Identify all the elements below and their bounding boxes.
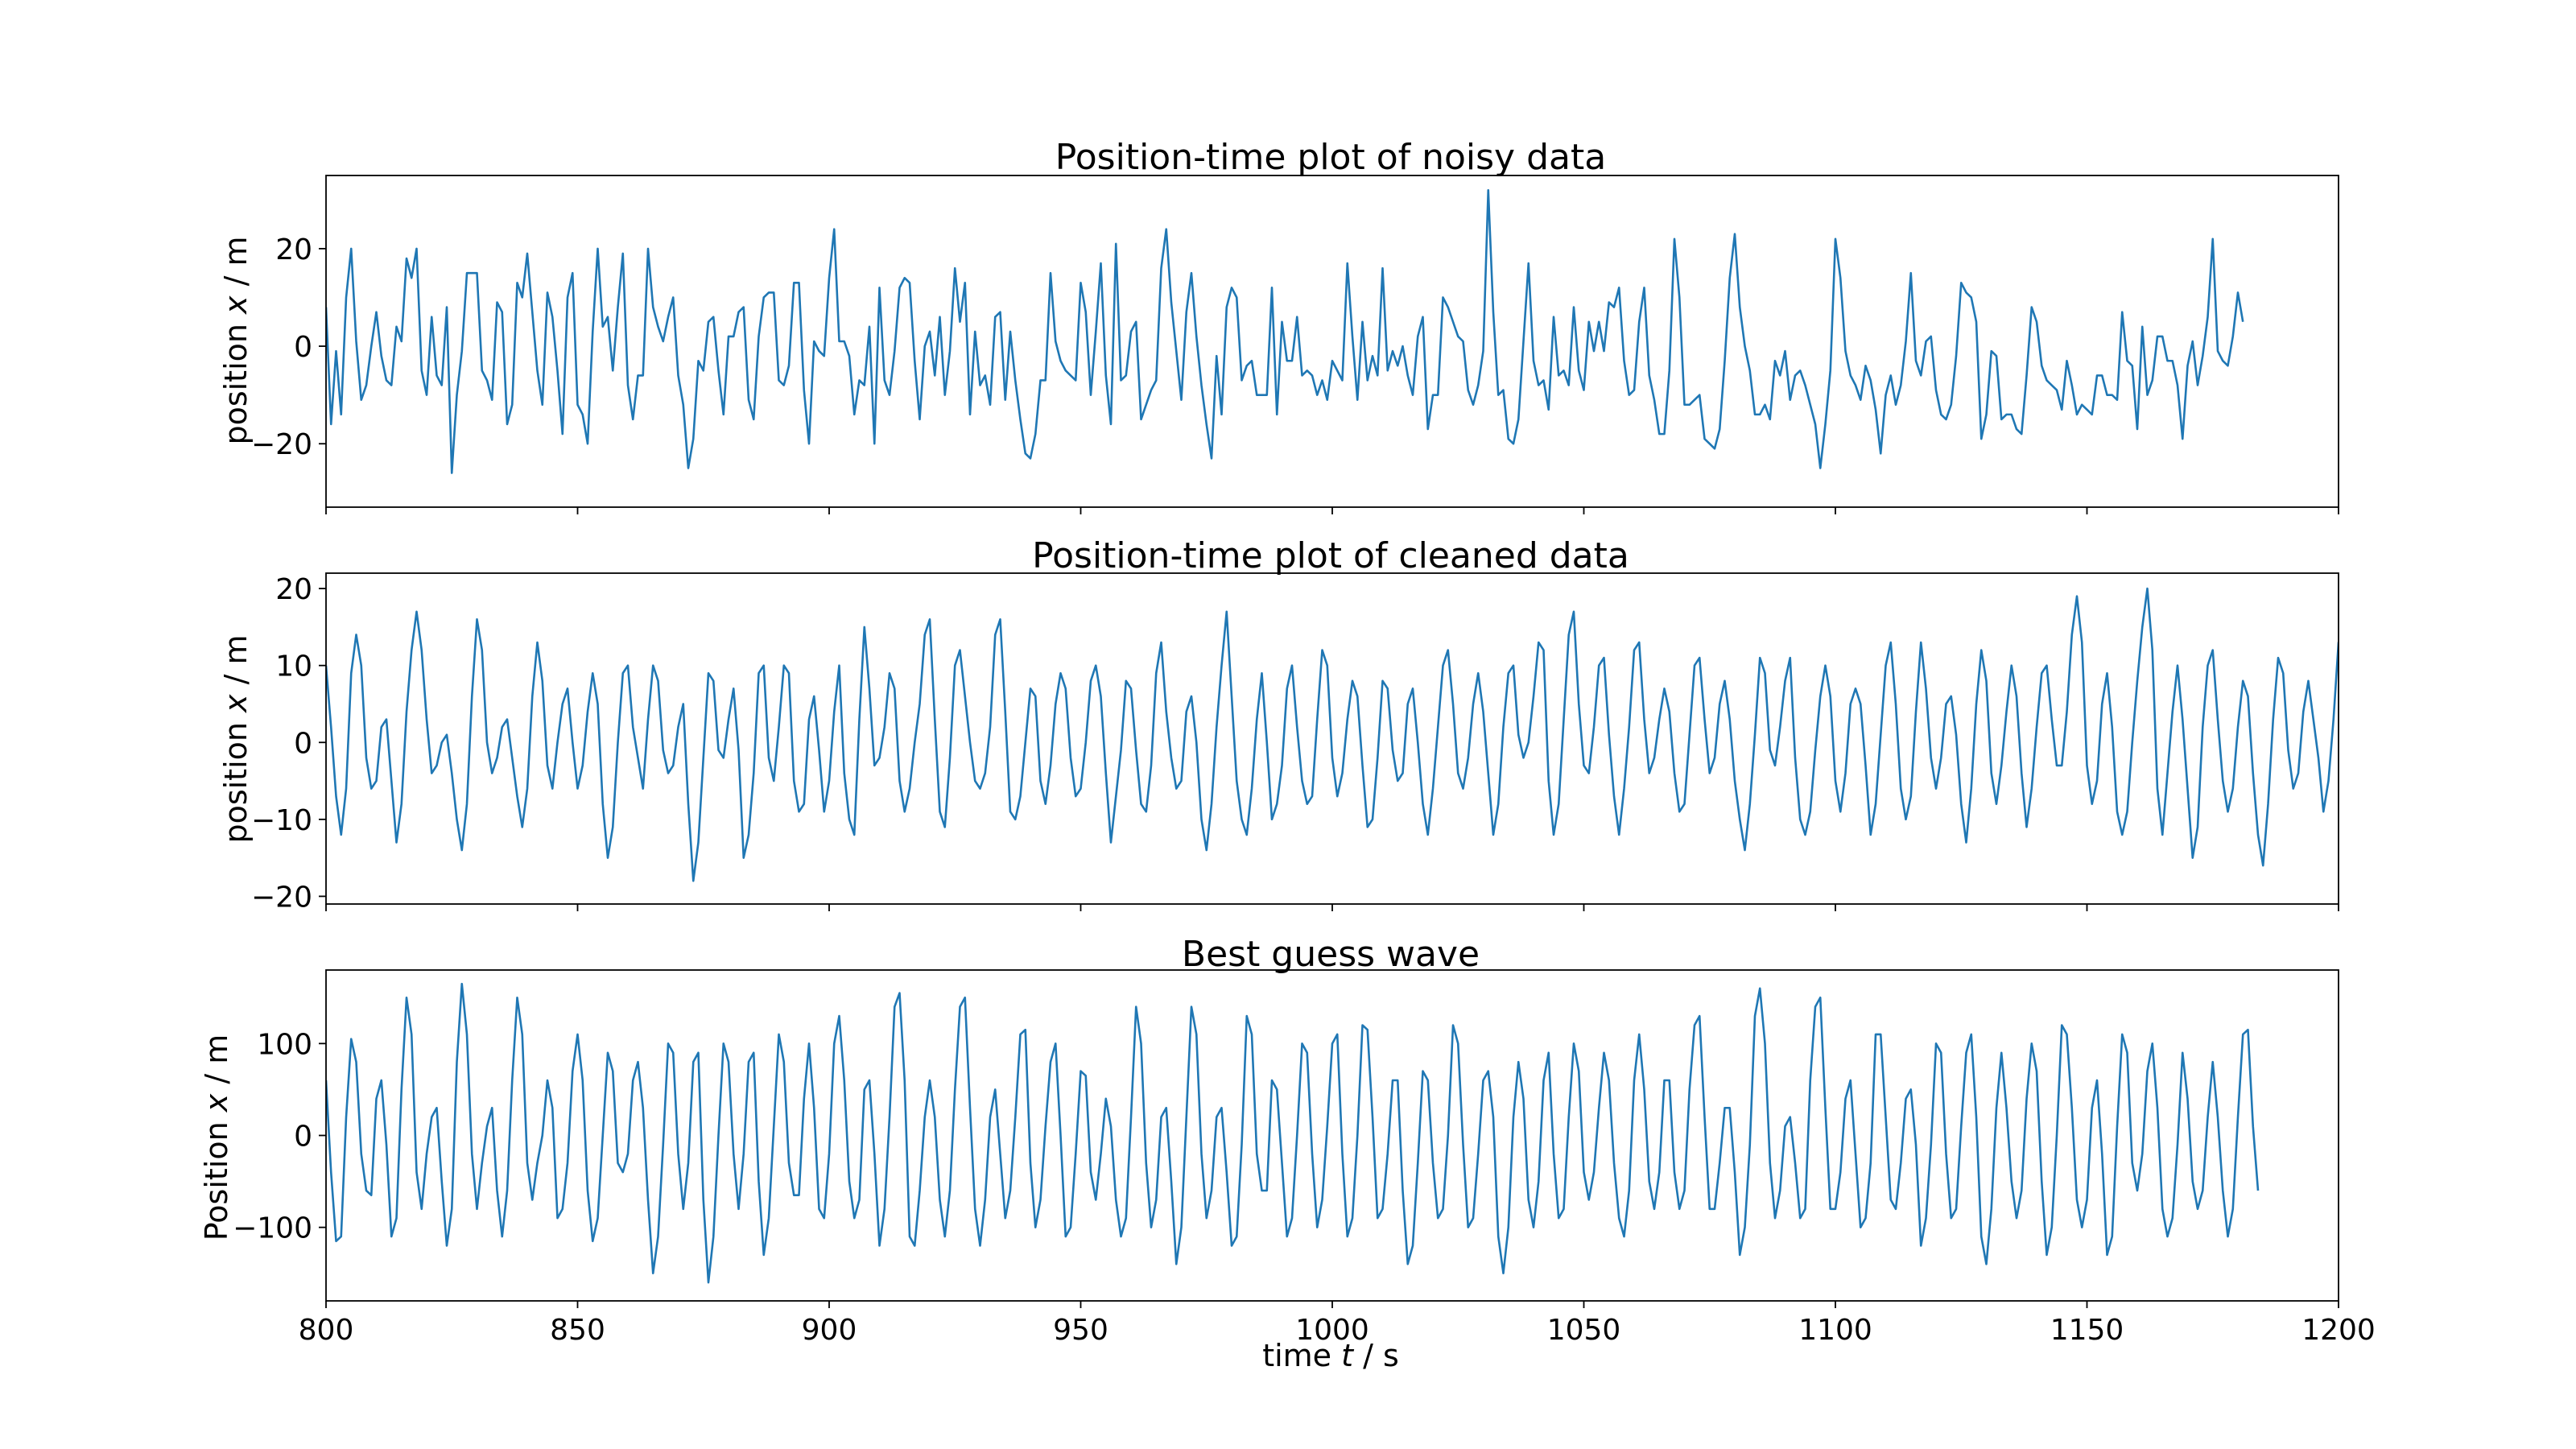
x-tick-label: 1050	[1547, 1314, 1621, 1347]
y-tick-label: 0	[294, 1121, 312, 1154]
x-tick-label: 1200	[2301, 1314, 2376, 1347]
x-tick-label: 900	[802, 1314, 857, 1347]
x-tick-label: 950	[1053, 1314, 1108, 1347]
series-line	[326, 982, 2260, 1284]
y-tick-label: 20	[275, 233, 312, 266]
plot-area: 20 0 −20	[251, 175, 2339, 514]
chart-best-guess-wave: Best guess wave Position x / m 1000−1008…	[199, 934, 2376, 1373]
y-tick-label: −20	[251, 428, 312, 461]
y-tick-label: 100	[257, 1028, 312, 1061]
x-tick-label: 800	[299, 1314, 354, 1347]
y-tick-label: 0	[294, 331, 312, 364]
x-tick-label: 1000	[1295, 1314, 1369, 1347]
y-tick-label: 10	[275, 650, 312, 683]
chart-cleaned-data: Position-time plot of cleaned data posit…	[218, 535, 2339, 914]
x-tick-label: 1100	[1798, 1314, 1872, 1347]
y-axis-label: position x / m	[218, 634, 254, 843]
chart-title: Position-time plot of cleaned data	[1032, 535, 1629, 576]
x-tick-label: 850	[550, 1314, 605, 1347]
chart-title: Best guess wave	[1182, 934, 1480, 975]
y-tick-label: −100	[233, 1212, 312, 1245]
plot-area: 20 10 0 −10 −20	[251, 572, 2339, 914]
series-line	[326, 188, 2244, 474]
x-tick-label: 1150	[2050, 1314, 2124, 1347]
y-tick-label: 20	[275, 573, 312, 606]
x-axis-label: time t / s	[1262, 1338, 1399, 1373]
y-tick-label: −20	[251, 881, 312, 914]
y-axis-label: position x / m	[218, 236, 254, 444]
chart-title: Position-time plot of noisy data	[1055, 137, 1606, 178]
y-tick-label: −10	[251, 804, 312, 837]
series-line	[326, 587, 2339, 882]
chart-noisy-data: Position-time plot of noisy data positio…	[218, 137, 2339, 514]
y-axis-label: Position x / m	[199, 1034, 234, 1241]
y-tick-label: 0	[294, 727, 312, 760]
